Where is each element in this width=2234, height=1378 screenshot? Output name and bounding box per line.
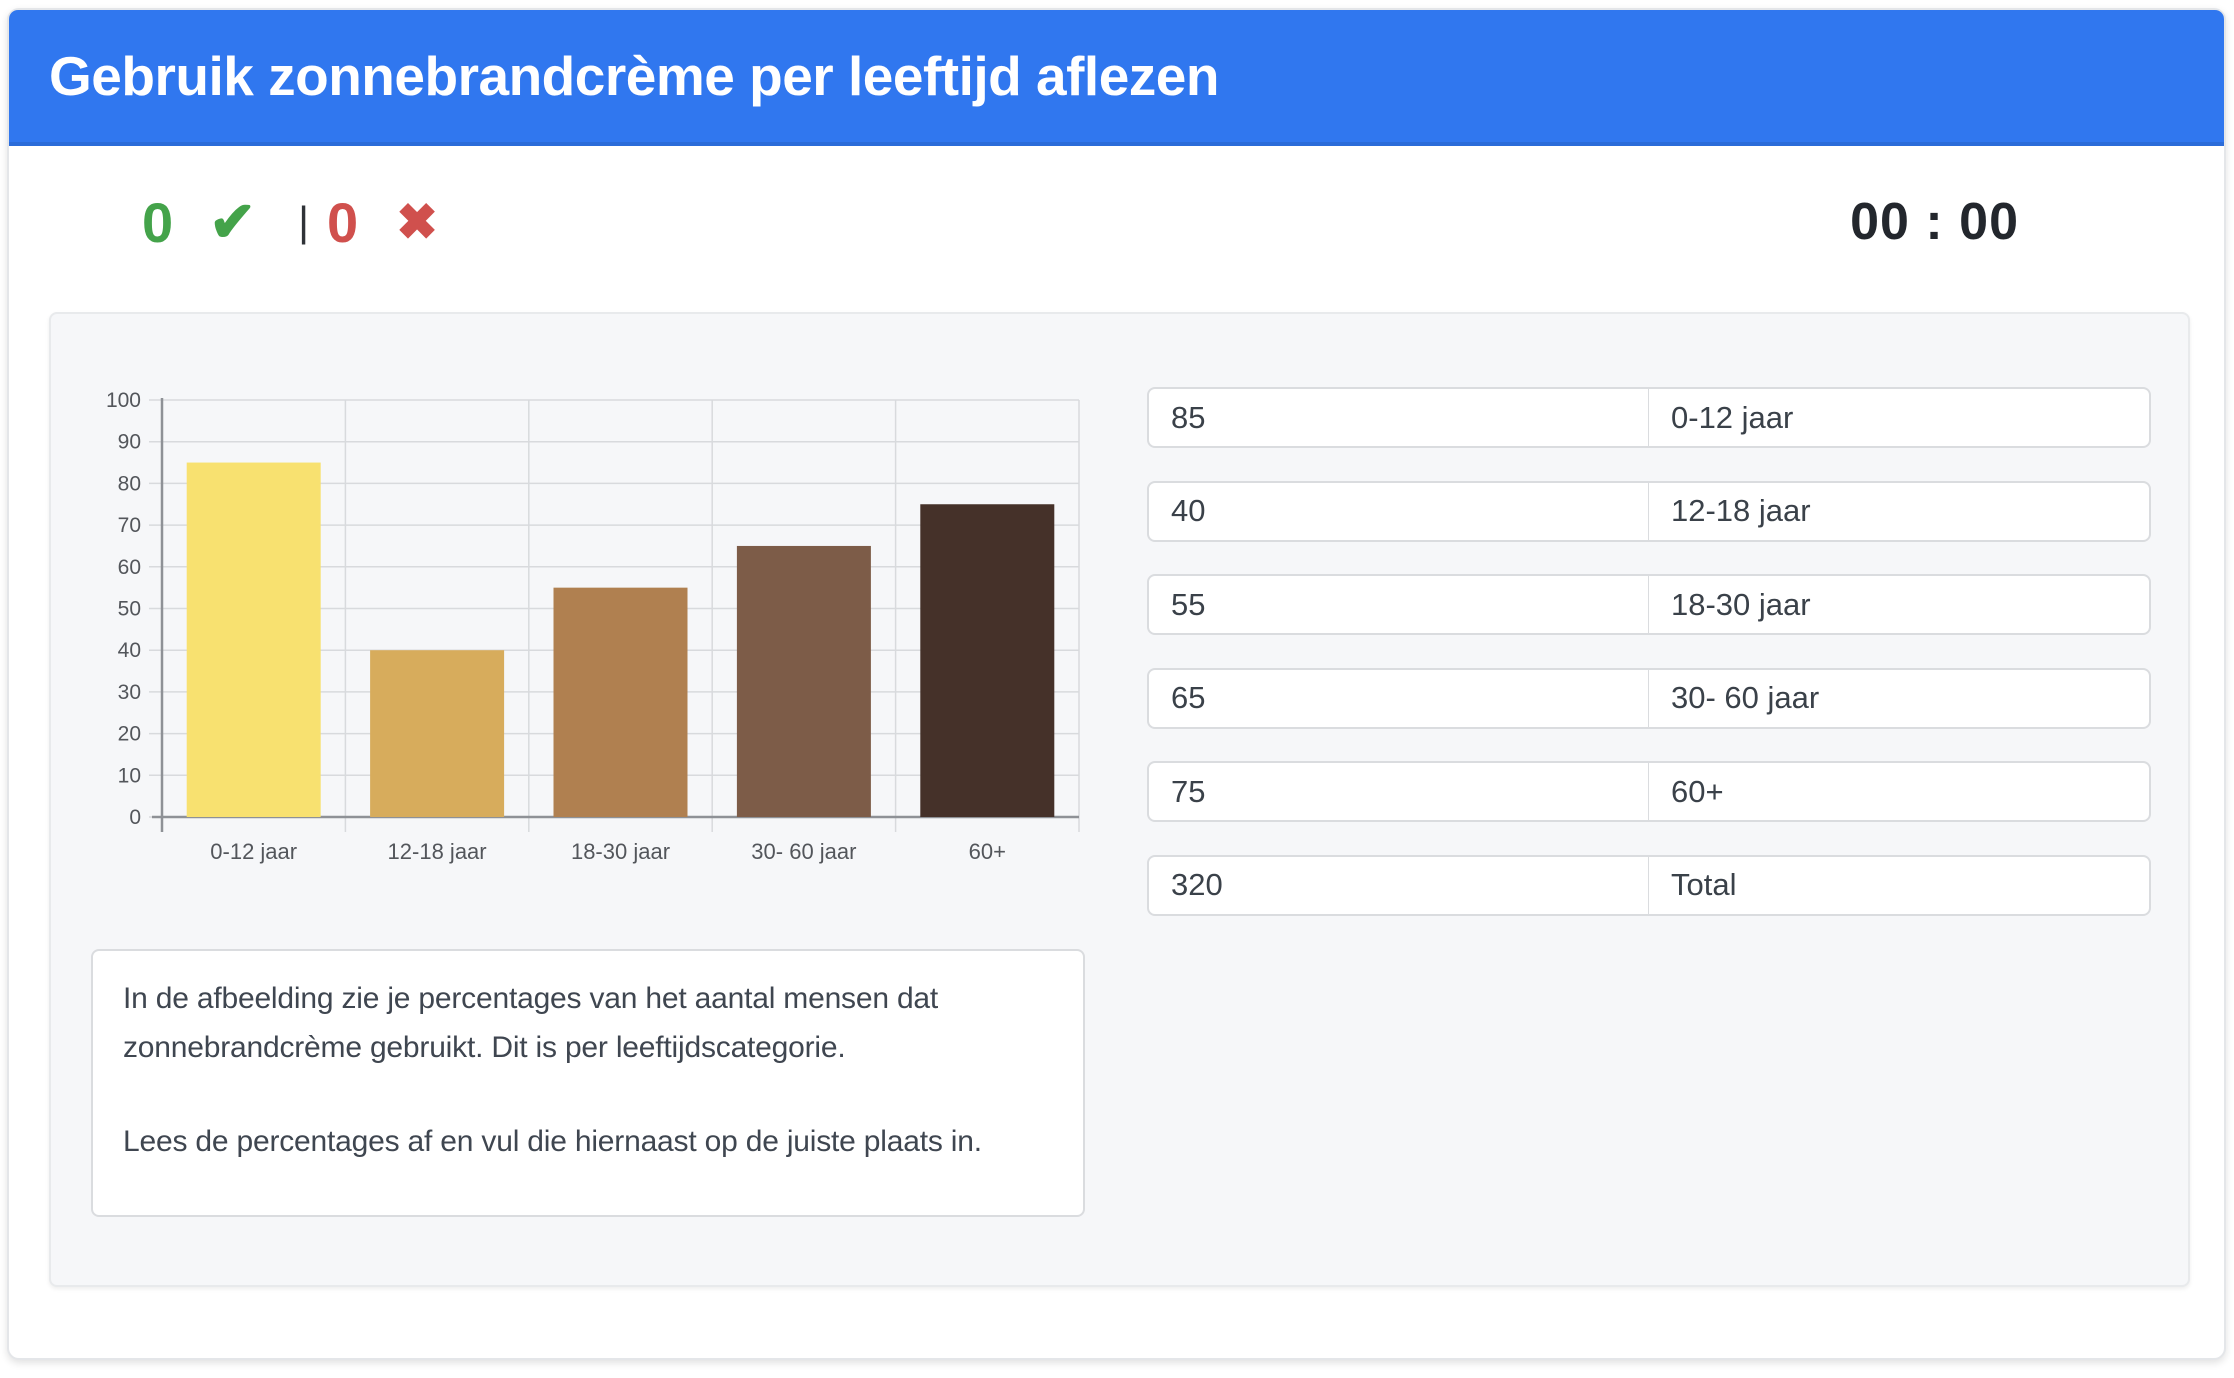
y-tick-label: 100 — [106, 389, 141, 412]
chart-bar — [186, 462, 321, 817]
correct-count: 0 — [142, 190, 174, 254]
answer-row: 60+ — [1147, 761, 2151, 822]
answer-input-60-plus[interactable] — [1149, 763, 1649, 820]
y-tick-label: 80 — [118, 472, 141, 495]
exercise-card: Gebruik zonnebrandcrème per leeftijd afl… — [7, 8, 2226, 1360]
y-tick-label: 30 — [118, 681, 141, 704]
y-tick-label: 90 — [118, 431, 141, 454]
answer-label: 18-30 jaar — [1671, 586, 1811, 622]
chart-bar — [553, 587, 688, 817]
instruction-box: In de afbeelding zie je percentages van … — [91, 949, 1085, 1217]
answer-input-12-18-jaar[interactable] — [1149, 482, 1649, 540]
answer-row: Total — [1147, 854, 2151, 916]
y-tick-label: 70 — [118, 514, 141, 537]
answer-rows: 0-12 jaar 12-18 jaar 18-30 jaar 30- 60 j… — [1147, 387, 2151, 916]
x-tick-label: 30- 60 jaar — [751, 839, 856, 864]
score-separator: | — [298, 198, 309, 245]
chart-bar — [370, 650, 505, 817]
y-tick-label: 60 — [118, 556, 141, 579]
answer-input-30-60-jaar[interactable] — [1149, 669, 1649, 727]
answer-input-0-12-jaar[interactable] — [1149, 389, 1649, 446]
answer-input-18-30-jaar[interactable] — [1149, 576, 1649, 633]
answer-row: 0-12 jaar — [1147, 387, 2151, 448]
bar-chart: 0 10 20 30 40 50 60 70 80 90 100 0-12 jaar 12-18 jaa… — [106, 389, 1080, 864]
y-tick-label: 10 — [118, 764, 141, 787]
x-tick-label: 60+ — [969, 839, 1006, 864]
answer-row: 12-18 jaar — [1147, 480, 2151, 542]
x-tick-label: 18-30 jaar — [571, 839, 670, 864]
answer-input-total[interactable] — [1149, 856, 1649, 914]
y-tick-label: 0 — [129, 806, 141, 829]
answer-row: 30- 60 jaar — [1147, 667, 2151, 729]
x-tick-label: 0-12 jaar — [210, 839, 297, 864]
answer-label: Total — [1671, 867, 1737, 902]
answer-label: 0-12 jaar — [1671, 399, 1794, 435]
exercise-panel: 0 10 20 30 40 50 60 70 80 90 100 0-12 jaar 12-18 jaa… — [49, 312, 2190, 1287]
y-tick-label: 20 — [118, 723, 141, 746]
answer-row: 18-30 jaar — [1147, 574, 2151, 635]
answer-label: 30- 60 jaar — [1671, 680, 1820, 715]
instruction-paragraph-1: In de afbeelding zie je percentages van … — [123, 982, 939, 1064]
cross-icon: ✖ — [396, 194, 439, 250]
incorrect-count: 0 — [327, 190, 359, 254]
title-bar: Gebruik zonnebrandcrème per leeftijd afl… — [9, 10, 2224, 146]
y-tick-label: 50 — [118, 598, 141, 621]
answer-label: 60+ — [1671, 773, 1724, 809]
answer-label: 12-18 jaar — [1671, 493, 1811, 528]
timer: 00 : 00 — [1850, 193, 2019, 251]
page-title: Gebruik zonnebrandcrème per leeftijd afl… — [49, 45, 1219, 107]
chart-bar — [736, 545, 871, 817]
chart-bar — [920, 504, 1055, 817]
instruction-paragraph-2: Lees de percentages af en vul die hierna… — [123, 1125, 982, 1159]
y-tick-label: 40 — [118, 639, 141, 662]
score-bar: 0 ✔ | 0 ✖ — [142, 180, 438, 264]
check-icon: ✔ — [209, 190, 257, 253]
x-tick-label: 12-18 jaar — [388, 839, 487, 864]
